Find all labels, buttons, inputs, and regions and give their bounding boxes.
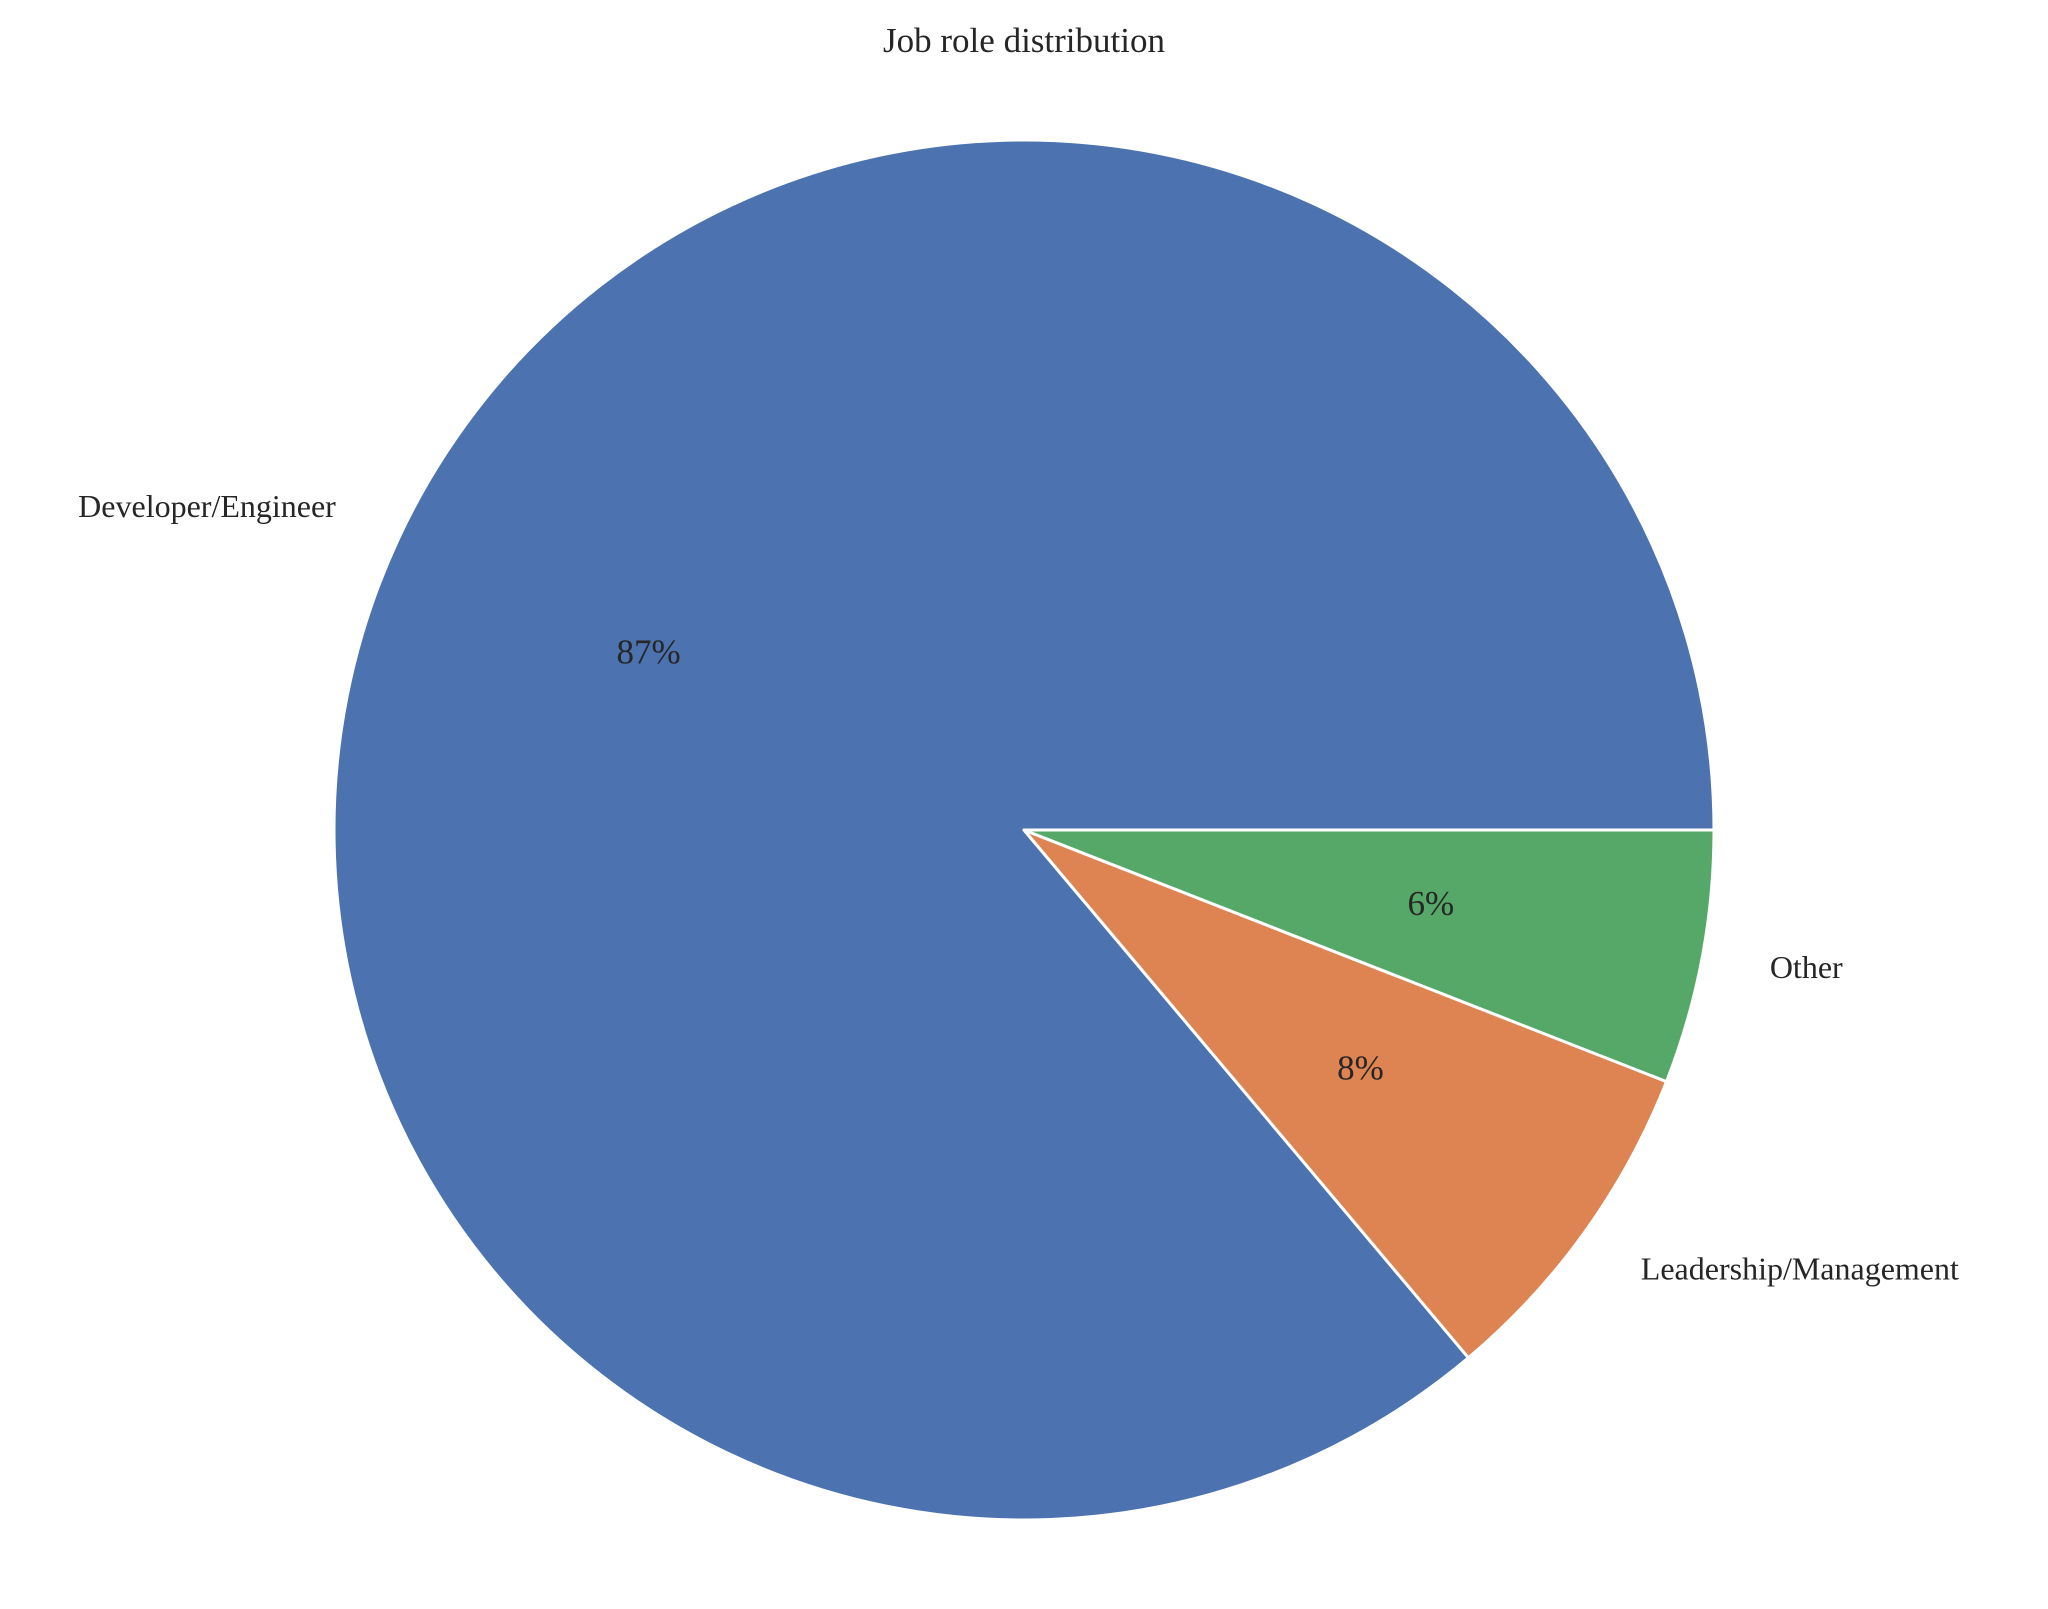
slice-label-developer-engineer: Developer/Engineer <box>78 488 336 524</box>
slice-other <box>1022 828 1716 1084</box>
chart-title: Job role distribution <box>883 21 1165 60</box>
slice-leadership-management <box>1022 828 1668 1360</box>
pie-labels: Developer/Engineer 87% Leadership/Manageme… <box>78 488 1959 1286</box>
slice-label-other: Other <box>1770 949 1843 985</box>
pie-slices <box>332 138 1716 1522</box>
slice-value-other: 6% <box>1407 884 1454 923</box>
slice-label-leadership-management: Leadership/Management <box>1641 1251 1959 1287</box>
slice-value-developer-engineer: 87% <box>617 632 681 671</box>
slice-value-leadership-management: 8% <box>1337 1048 1384 1087</box>
